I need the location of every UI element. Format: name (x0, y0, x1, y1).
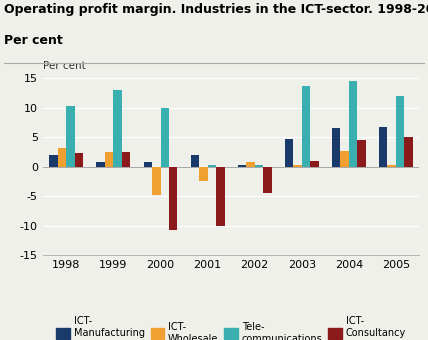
Bar (75, 153, 83, 167)
Bar (66, 106, 75, 167)
Bar (122, 152, 131, 167)
Bar (199, 167, 208, 181)
Bar (285, 139, 293, 167)
Text: Per cent: Per cent (4, 34, 63, 47)
Bar (357, 140, 366, 167)
Bar (404, 137, 413, 167)
Bar (49, 155, 58, 167)
Bar (387, 166, 396, 167)
Bar (160, 108, 169, 167)
Bar (152, 167, 160, 195)
Bar (302, 86, 310, 167)
Bar (379, 127, 387, 167)
Bar (58, 148, 66, 167)
Bar (208, 166, 216, 167)
Bar (293, 166, 302, 167)
Bar (190, 155, 199, 167)
Bar (255, 166, 263, 167)
Bar (96, 162, 105, 167)
Bar (143, 163, 152, 167)
Text: Operating profit margin. Industries in the ICT-sector. 1998-2005.: Operating profit margin. Industries in t… (4, 3, 428, 16)
Bar (263, 167, 272, 193)
Bar (332, 128, 340, 167)
Bar (216, 167, 225, 225)
Text: Per cent: Per cent (43, 61, 86, 71)
Bar (396, 96, 404, 167)
Bar (238, 166, 246, 167)
Bar (246, 162, 255, 167)
Bar (113, 90, 122, 167)
Bar (349, 81, 357, 167)
Bar (310, 161, 319, 167)
Legend: ICT-
Manufacturing
industry, ICT-
Wholesale, Tele-
communications, ICT-
Consulta: ICT- Manufacturing industry, ICT- Wholes… (56, 317, 406, 340)
Bar (340, 151, 349, 167)
Bar (169, 167, 178, 230)
Bar (105, 152, 113, 167)
